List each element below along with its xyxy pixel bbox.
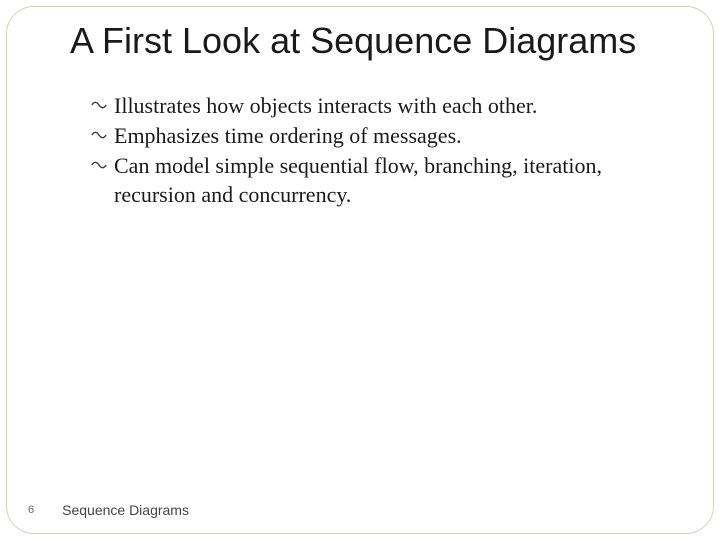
slide-title: A First Look at Sequence Diagrams (70, 20, 680, 61)
list-item: Emphasizes time ordering of messages. (90, 121, 680, 151)
bullet-text: Emphasizes time ordering of messages. (114, 123, 462, 148)
swirl-icon (90, 127, 108, 143)
bullet-list: Illustrates how objects interacts with e… (70, 91, 680, 210)
swirl-icon (90, 157, 108, 173)
slide-content: A First Look at Sequence Diagrams Illust… (70, 20, 680, 210)
bullet-text: Illustrates how objects interacts with e… (114, 93, 537, 118)
page-number: 6 (28, 504, 34, 516)
footer-text: Sequence Diagrams (62, 502, 189, 518)
list-item: Illustrates how objects interacts with e… (90, 91, 680, 121)
bullet-text: Can model simple sequential flow, branch… (114, 153, 602, 208)
swirl-icon (90, 97, 108, 113)
list-item: Can model simple sequential flow, branch… (90, 151, 680, 210)
slide-footer: 6 Sequence Diagrams (28, 502, 189, 518)
